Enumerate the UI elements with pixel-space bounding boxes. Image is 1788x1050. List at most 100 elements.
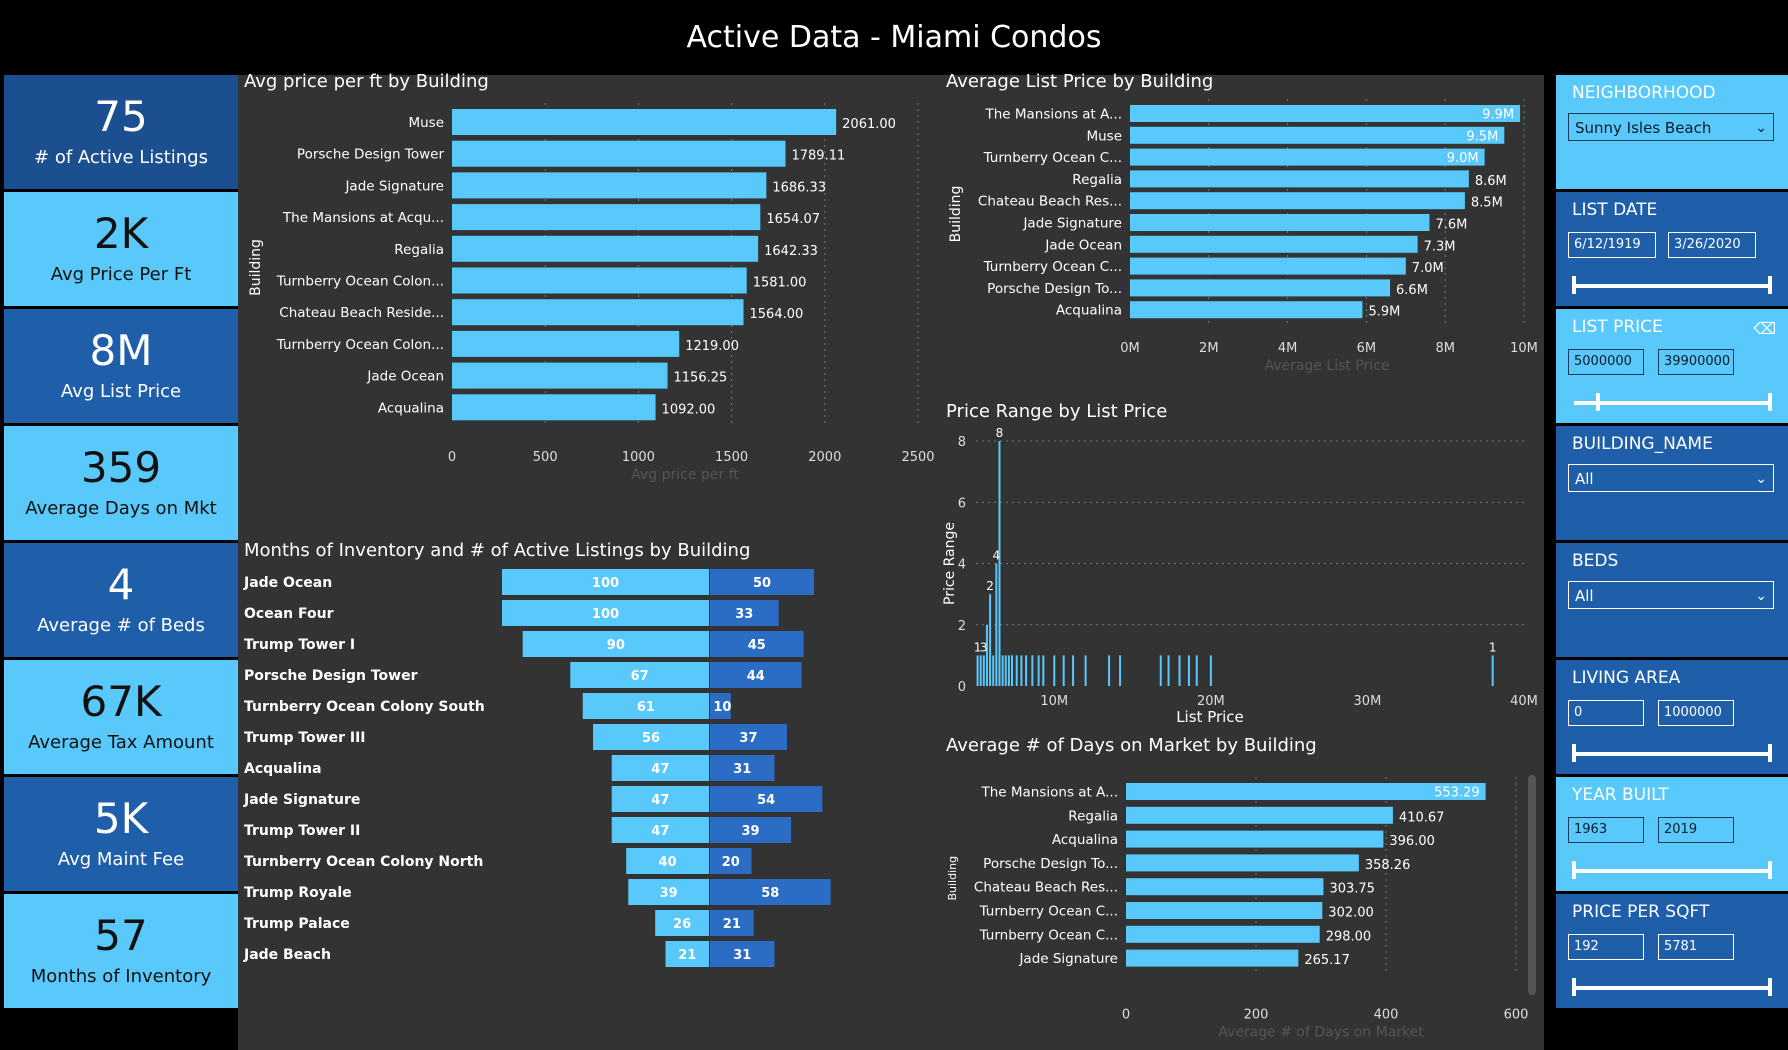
slicer-title: YEAR BUILT: [1572, 785, 1669, 805]
slider-handle-max[interactable]: [1768, 744, 1772, 762]
neighborhood-dropdown[interactable]: Sunny Isles Beach ⌄: [1568, 113, 1774, 141]
living-area-slider-track[interactable]: [1574, 752, 1770, 756]
year-built-slider-track[interactable]: [1574, 869, 1770, 873]
slider-handle-max[interactable]: [1768, 393, 1772, 411]
bar-right: [710, 662, 802, 688]
slider-handle-max[interactable]: [1768, 276, 1772, 294]
data-label: 44: [747, 669, 765, 684]
data-label: 1156.25: [674, 371, 728, 386]
bar: [976, 655, 979, 686]
kpi-avg-maint-fee[interactable]: 5K Avg Maint Fee: [4, 777, 238, 891]
chart-title: Avg price per ft by Building: [244, 71, 489, 92]
filter-sidebar: NEIGHBORHOOD Sunny Isles Beach ⌄ LIST DA…: [1556, 75, 1788, 1010]
bar-left: [665, 941, 709, 967]
chart-price-range-panel[interactable]: Price Range by List Price 0 2 4 6 8 10M 20M 30M…: [938, 395, 1544, 735]
avg-price-per-ft-chart: 0 500 1000 1500 2000 2500 Muse 2061.00 Porsche D…: [248, 103, 935, 483]
slicer-list-price: LIST PRICE ⌫ 5000000 39900000: [1556, 309, 1788, 423]
x-tick-label: 10M: [1040, 694, 1068, 709]
slider-handle-min[interactable]: [1596, 393, 1600, 411]
building-name-dropdown[interactable]: All ⌄: [1568, 464, 1774, 492]
kpi-avg-price-per-ft[interactable]: 2K Avg Price Per Ft: [4, 192, 238, 306]
x-tick-label: 6M: [1357, 341, 1377, 356]
eraser-icon[interactable]: ⌫: [1753, 319, 1776, 338]
chevron-down-icon: ⌄: [1755, 471, 1767, 487]
price-per-sqft-max-input[interactable]: 5781: [1658, 934, 1734, 960]
chart-title: Average List Price by Building: [946, 71, 1214, 92]
bar: [452, 172, 767, 199]
slicer-title: LIST DATE: [1572, 200, 1658, 220]
slider-handle-min[interactable]: [1572, 978, 1576, 996]
data-label: 6.6M: [1396, 283, 1428, 298]
living-area-max-input[interactable]: 1000000: [1658, 700, 1734, 726]
year-built-max-input[interactable]: 2019: [1658, 817, 1734, 843]
chart-months-inventory-panel[interactable]: Months of Inventory and # of Active List…: [238, 540, 938, 1050]
x-tick-label: 1500: [715, 450, 748, 465]
list-price-slider-track[interactable]: [1574, 401, 1770, 405]
slider-handle-max[interactable]: [1768, 978, 1772, 996]
bar: [995, 563, 998, 686]
dropdown-value: All: [1575, 470, 1594, 488]
data-label: 45: [748, 638, 766, 653]
slider-handle-min[interactable]: [1572, 276, 1576, 294]
list-date-from-input[interactable]: 6/12/1919: [1568, 232, 1656, 258]
bar: [1126, 830, 1384, 848]
x-tick-label: 0: [1122, 1007, 1130, 1022]
chart-avg-list-price-panel[interactable]: Average List Price by Building 0M 2M 4M 6M 8…: [938, 71, 1544, 395]
chart-title: Months of Inventory and # of Active List…: [244, 540, 751, 561]
x-tick-label: 30M: [1354, 694, 1382, 709]
price-per-sqft-slider-track[interactable]: [1574, 986, 1770, 990]
data-label: 1092.00: [662, 402, 716, 417]
y-axis-label: Price Range: [942, 522, 958, 605]
beds-dropdown[interactable]: All ⌄: [1568, 581, 1774, 609]
y-axis-label: Building: [248, 239, 264, 296]
category-label: Jade Ocean: [1044, 237, 1122, 253]
data-label: 21: [723, 917, 741, 932]
list-date-to-input[interactable]: 3/26/2020: [1668, 232, 1756, 258]
bar: [1042, 655, 1045, 686]
category-label: The Mansions at Acqu...: [282, 210, 444, 226]
bar: [1126, 878, 1324, 896]
list-price-max-input[interactable]: 39900000: [1658, 349, 1734, 375]
kpi-avg-list-price[interactable]: 8M Avg List Price: [4, 309, 238, 423]
list-date-slider-track[interactable]: [1574, 284, 1770, 288]
chart-avg-days-panel[interactable]: Average # of Days on Market by Building …: [938, 735, 1544, 1050]
data-label: 47: [651, 824, 669, 839]
slider-handle-min[interactable]: [1572, 861, 1576, 879]
bar: [1126, 854, 1359, 872]
x-tick-label: 4M: [1278, 341, 1298, 356]
chart-avg-price-per-ft-panel[interactable]: Avg price per ft by Building 0 500 1000 150…: [238, 71, 938, 540]
kpi-avg-beds[interactable]: 4 Average # of Beds: [4, 543, 238, 657]
category-label: Turnberry Ocean Colony South: [244, 699, 485, 715]
kpi-label: Avg Price Per Ft: [50, 264, 192, 285]
slicer-beds: BEDS All ⌄: [1556, 543, 1788, 657]
scrollbar[interactable]: [1528, 775, 1536, 995]
list-price-min-input[interactable]: 5000000: [1568, 349, 1644, 375]
data-label: 9.5M: [1466, 129, 1498, 144]
kpi-label: Avg List Price: [60, 381, 182, 402]
data-label: 1219.00: [685, 339, 739, 354]
kpi-months-of-inventory[interactable]: 57 Months of Inventory: [4, 894, 238, 1008]
bar-right: [710, 786, 823, 812]
data-label: 1581.00: [753, 276, 807, 291]
category-label: Turnberry Ocean C...: [979, 927, 1118, 943]
data-label: 9.9M: [1482, 108, 1514, 123]
bar-left: [593, 724, 709, 750]
bar-left: [582, 693, 709, 719]
y-tick-label: 2: [958, 619, 966, 634]
y-tick-label: 0: [958, 680, 966, 695]
bar: [1209, 655, 1212, 686]
category-label: Trump Palace: [244, 916, 350, 932]
slider-handle-max[interactable]: [1768, 861, 1772, 879]
slider-handle-min[interactable]: [1572, 744, 1576, 762]
kpi-active-listings[interactable]: 75 # of Active Listings: [4, 75, 238, 189]
bar-left: [628, 879, 709, 905]
year-built-min-input[interactable]: 1963: [1568, 817, 1644, 843]
bar: [1130, 235, 1418, 253]
bar: [1130, 170, 1469, 188]
kpi-avg-days-on-market[interactable]: 359 Average Days on Mkt: [4, 426, 238, 540]
living-area-min-input[interactable]: 0: [1568, 700, 1644, 726]
price-per-sqft-min-input[interactable]: 192: [1568, 934, 1644, 960]
category-label: Acqualina: [244, 761, 322, 777]
data-label: 4: [993, 549, 1001, 563]
kpi-avg-tax-amount[interactable]: 67K Average Tax Amount: [4, 660, 238, 774]
